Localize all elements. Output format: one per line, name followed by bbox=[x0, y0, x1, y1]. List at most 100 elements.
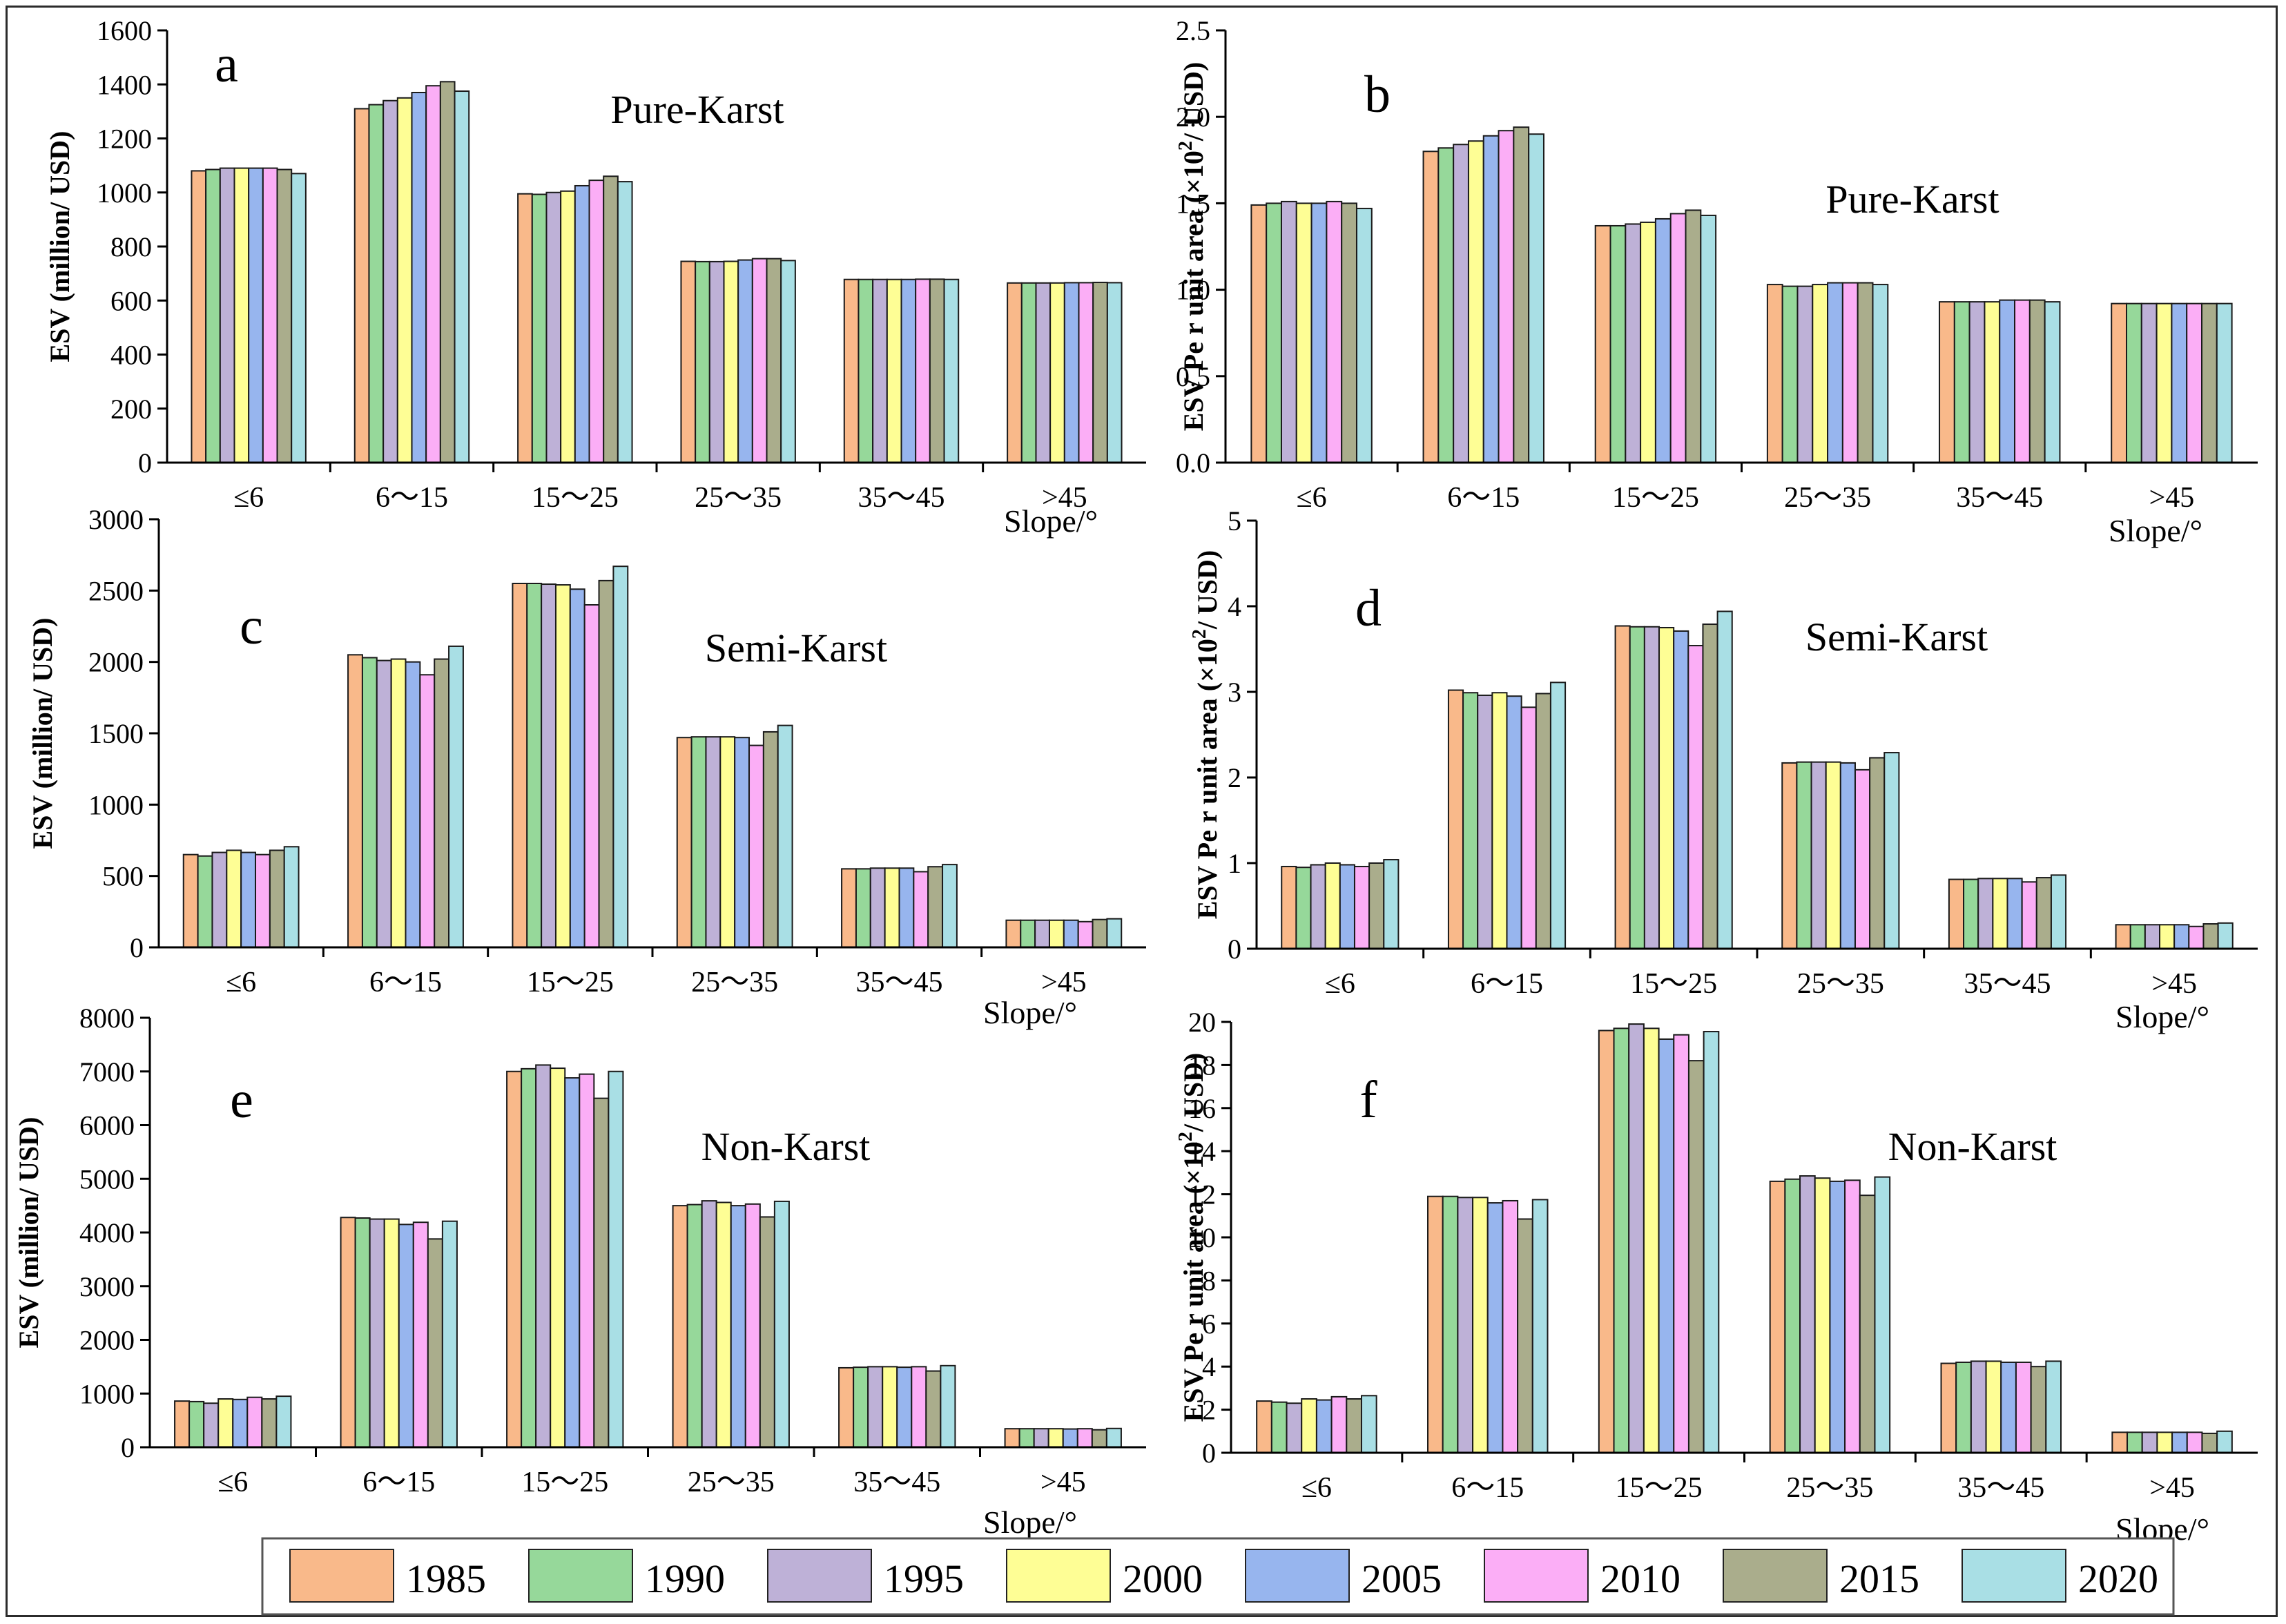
bar-e-1-2015 bbox=[427, 1238, 443, 1448]
bar-e-1-2020 bbox=[441, 1220, 458, 1449]
bar-d-2-2005 bbox=[1673, 630, 1689, 950]
y-tick-label: 0.5 bbox=[1176, 361, 1210, 392]
y-tick-label: 1.5 bbox=[1176, 188, 1210, 219]
bar-c-0-2015 bbox=[269, 849, 285, 948]
y-axis-label: ESV (million/ USD) bbox=[44, 131, 75, 362]
bar-b-1-2005 bbox=[1482, 135, 1500, 464]
bar-a-1-2010 bbox=[425, 85, 441, 463]
y-axis-label: ESV Pe r unit area (×102/ USD) bbox=[1175, 62, 1209, 432]
bar-e-1-2005 bbox=[398, 1224, 414, 1448]
y-tick-label: 0.0 bbox=[1176, 447, 1210, 478]
bar-e-0-2020 bbox=[275, 1395, 292, 1449]
x-tick-label: >45 bbox=[2149, 1472, 2195, 1504]
bar-c-0-2005 bbox=[240, 851, 257, 948]
bar-d-3-2010 bbox=[1854, 768, 1871, 949]
bar-e-1-1990 bbox=[354, 1217, 371, 1448]
bar-f-1-1990 bbox=[1442, 1195, 1459, 1453]
bar-f-0-1995 bbox=[1286, 1402, 1303, 1453]
bar-b-0-2020 bbox=[1355, 207, 1373, 463]
legend-swatch-2015 bbox=[1723, 1549, 1828, 1603]
bar-e-4-2010 bbox=[911, 1366, 927, 1449]
bar-d-2-2015 bbox=[1702, 624, 1718, 949]
x-tick-label: ≤6 bbox=[1325, 968, 1355, 1000]
bar-c-1-2020 bbox=[448, 645, 464, 948]
bar-f-4-1995 bbox=[1970, 1360, 1987, 1454]
x-axis-label: Slope/° bbox=[983, 1505, 1077, 1540]
bar-a-1-1985 bbox=[353, 108, 370, 463]
bar-d-0-1985 bbox=[1281, 865, 1297, 949]
bar-d-2-1990 bbox=[1629, 626, 1645, 949]
bar-a-5-2015 bbox=[1092, 282, 1108, 463]
y-axis-label-main: ESV Pe r unit area (×10 bbox=[1178, 1141, 1209, 1422]
bar-a-4-2005 bbox=[900, 278, 917, 463]
x-tick-label: ≤6 bbox=[217, 1467, 248, 1498]
bar-c-2-2000 bbox=[554, 584, 571, 948]
legend-label: 1990 bbox=[645, 1556, 725, 1601]
bar-e-3-2020 bbox=[773, 1200, 790, 1449]
bar-f-0-1985 bbox=[1256, 1400, 1272, 1453]
bar-b-4-2010 bbox=[2014, 299, 2031, 463]
bar-c-5-2005 bbox=[1063, 919, 1079, 948]
bar-b-5-2015 bbox=[2201, 302, 2218, 463]
bar-b-4-1995 bbox=[1968, 301, 1986, 463]
panel-title: Non-Karst bbox=[1888, 1124, 2057, 1169]
bar-a-3-2010 bbox=[751, 258, 768, 463]
bar-e-3-1995 bbox=[701, 1200, 717, 1448]
y-tick-label: 0 bbox=[138, 447, 152, 478]
bar-b-3-2000 bbox=[1812, 284, 1829, 463]
bar-d-0-2010 bbox=[1353, 865, 1370, 949]
bar-a-4-1990 bbox=[858, 278, 874, 463]
y-tick-label: 7000 bbox=[79, 1056, 135, 1088]
bar-a-5-2005 bbox=[1063, 282, 1080, 463]
bar-b-3-1985 bbox=[1766, 284, 1783, 463]
bar-d-5-1985 bbox=[2115, 924, 2131, 950]
bar-a-0-2000 bbox=[233, 167, 250, 463]
bar-c-4-2015 bbox=[927, 866, 944, 948]
bar-d-1-1985 bbox=[1447, 689, 1464, 950]
bar-a-1-2015 bbox=[439, 81, 456, 463]
y-tick-label: 0 bbox=[121, 1432, 135, 1463]
panel-title: Semi-Karst bbox=[705, 626, 887, 670]
bar-b-4-2020 bbox=[2044, 301, 2061, 463]
bar-f-4-2000 bbox=[1985, 1360, 2002, 1454]
bar-e-5-1985 bbox=[1004, 1428, 1020, 1448]
y-tick-label: 1 bbox=[1228, 848, 1241, 879]
bar-d-3-1990 bbox=[1796, 761, 1812, 950]
bar-a-3-1985 bbox=[680, 260, 697, 463]
bar-e-2-1985 bbox=[506, 1070, 523, 1448]
bar-a-3-2000 bbox=[723, 260, 739, 463]
bar-c-1-2015 bbox=[434, 658, 450, 949]
x-tick-label: 25～35 bbox=[688, 1467, 775, 1498]
bar-e-5-2005 bbox=[1062, 1428, 1078, 1449]
bar-d-1-2020 bbox=[1549, 682, 1567, 949]
bar-b-2-1985 bbox=[1594, 224, 1611, 463]
bar-d-0-1995 bbox=[1310, 864, 1326, 949]
bar-f-3-2010 bbox=[1844, 1179, 1861, 1453]
bar-c-4-1985 bbox=[841, 868, 857, 948]
x-tick-label: 25～35 bbox=[695, 482, 782, 514]
y-axis-label-end: / USD) bbox=[1192, 550, 1223, 630]
x-tick-label: 35～45 bbox=[1956, 482, 2043, 514]
bar-b-3-2015 bbox=[1857, 282, 1874, 463]
bar-d-1-2010 bbox=[1520, 706, 1537, 949]
x-tick-label: 15～25 bbox=[527, 967, 614, 998]
bar-d-3-1995 bbox=[1810, 761, 1827, 950]
panel-title: Pure-Karst bbox=[1825, 177, 1999, 222]
bar-d-4-2020 bbox=[2050, 874, 2067, 949]
bar-e-5-2020 bbox=[1105, 1427, 1122, 1449]
bar-a-2-2015 bbox=[603, 175, 619, 463]
bar-d-3-2000 bbox=[1825, 761, 1841, 950]
bar-d-4-1995 bbox=[1977, 878, 1994, 949]
bar-f-2-2000 bbox=[1643, 1027, 1660, 1453]
bar-c-3-2020 bbox=[777, 724, 793, 948]
bar-d-5-2020 bbox=[2217, 922, 2234, 950]
bar-e-5-2010 bbox=[1076, 1428, 1093, 1448]
y-tick-label: 400 bbox=[110, 340, 152, 371]
y-tick-label: 500 bbox=[102, 861, 144, 892]
y-tick-label: 1000 bbox=[97, 177, 152, 209]
bar-e-4-2005 bbox=[896, 1366, 913, 1449]
bar-c-0-2010 bbox=[255, 853, 271, 949]
bar-e-4-2015 bbox=[925, 1370, 942, 1448]
y-tick-label: 1200 bbox=[97, 124, 152, 155]
